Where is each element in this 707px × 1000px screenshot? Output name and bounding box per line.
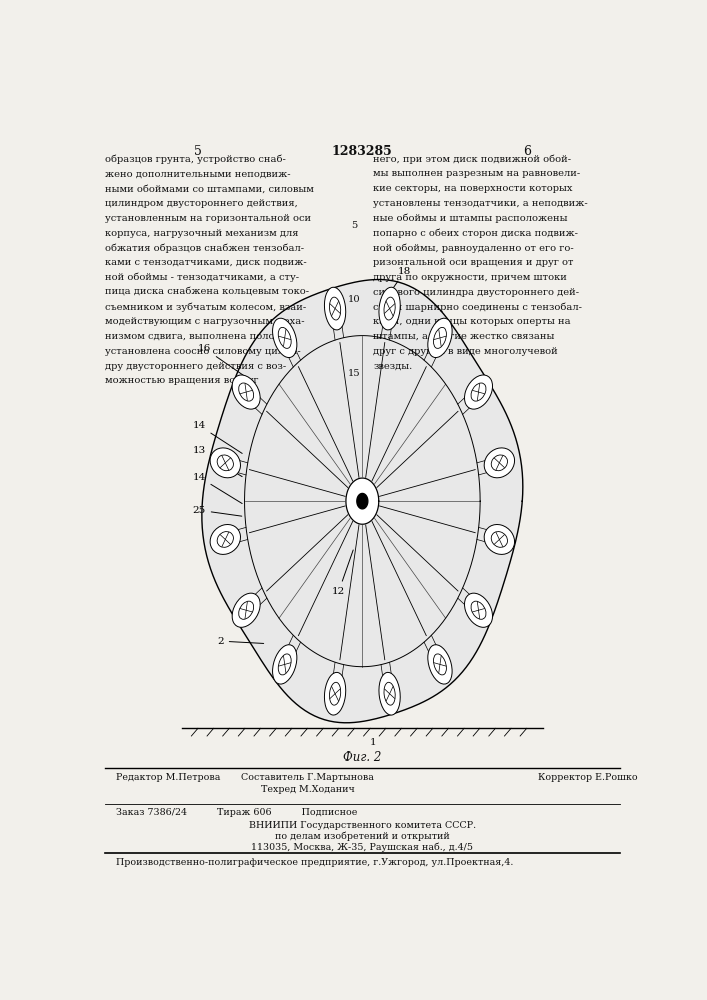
Text: штампы, а другие жестко связаны: штампы, а другие жестко связаны [373, 332, 555, 341]
Ellipse shape [239, 601, 254, 619]
Text: Редактор М.Петрова: Редактор М.Петрова [116, 773, 220, 782]
Text: звезды.: звезды. [373, 362, 413, 371]
Ellipse shape [210, 525, 240, 554]
Ellipse shape [428, 318, 452, 358]
Text: силового цилиндра двустороннего дей-: силового цилиндра двустороннего дей- [373, 288, 580, 297]
Text: попарно с обеих сторон диска подвиж-: попарно с обеих сторон диска подвиж- [373, 229, 578, 238]
Text: 5: 5 [194, 145, 202, 158]
Text: 15: 15 [348, 369, 361, 378]
Text: 13: 13 [192, 446, 243, 477]
Text: друг с другом в виде многолучевой: друг с другом в виде многолучевой [373, 347, 558, 356]
Ellipse shape [329, 297, 341, 320]
Text: 14: 14 [192, 421, 243, 453]
Text: Корректор Е.Рошко: Корректор Е.Рошко [538, 773, 637, 782]
Text: Заказ 7386/24          Тираж 606          Подписное: Заказ 7386/24 Тираж 606 Подписное [116, 808, 357, 817]
Text: съемником и зубчатым колесом, взаи-: съемником и зубчатым колесом, взаи- [105, 302, 306, 312]
Text: 18: 18 [386, 267, 411, 299]
Ellipse shape [428, 645, 452, 684]
Ellipse shape [491, 455, 508, 471]
Ellipse shape [273, 645, 297, 684]
Ellipse shape [232, 593, 260, 627]
Text: 12: 12 [332, 550, 354, 596]
Ellipse shape [329, 682, 341, 705]
Text: ками, одни концы которых оперты на: ками, одни концы которых оперты на [373, 317, 571, 326]
Ellipse shape [210, 448, 240, 478]
Polygon shape [202, 280, 523, 723]
Text: кие секторы, на поверхности которых: кие секторы, на поверхности которых [373, 184, 573, 193]
Text: обжатия образцов снабжен тензобал-: обжатия образцов снабжен тензобал- [105, 243, 304, 253]
Ellipse shape [239, 383, 254, 401]
Text: установлена соосно силовому цилин-: установлена соосно силовому цилин- [105, 347, 300, 356]
Ellipse shape [433, 654, 446, 675]
Text: 2: 2 [217, 637, 264, 646]
Polygon shape [346, 478, 379, 524]
Polygon shape [357, 493, 368, 509]
Text: него, при этом диск подвижной обой-: него, при этом диск подвижной обой- [373, 155, 571, 164]
Text: Техред М.Ходанич: Техред М.Ходанич [261, 785, 354, 794]
Ellipse shape [484, 448, 515, 478]
Ellipse shape [279, 327, 291, 348]
Text: по делам изобретений и открытий: по делам изобретений и открытий [275, 831, 450, 841]
Ellipse shape [217, 455, 233, 471]
Text: пица диска снабжена кольцевым токо-: пица диска снабжена кольцевым токо- [105, 288, 309, 297]
Ellipse shape [384, 682, 395, 705]
Ellipse shape [279, 654, 291, 675]
Ellipse shape [471, 601, 486, 619]
Text: дру двустороннего действия с воз-: дру двустороннего действия с воз- [105, 362, 286, 371]
Text: 16: 16 [198, 344, 250, 380]
Ellipse shape [379, 287, 400, 330]
Text: установленным на горизонтальной оси: установленным на горизонтальной оси [105, 214, 311, 223]
Text: ными обоймами со штампами, силовым: ными обоймами со штампами, силовым [105, 184, 314, 193]
Ellipse shape [484, 525, 515, 554]
Ellipse shape [384, 297, 395, 320]
Ellipse shape [232, 375, 260, 409]
Text: 25: 25 [192, 506, 242, 516]
Text: можностью вращения вокруг: можностью вращения вокруг [105, 376, 258, 385]
Text: Составитель Г.Мартынова: Составитель Г.Мартынова [241, 773, 374, 782]
Ellipse shape [464, 375, 493, 409]
Text: Производственно-полиграфическое предприятие, г.Ужгород, ул.Проектная,4.: Производственно-полиграфическое предприя… [116, 858, 513, 867]
Text: ризонтальной оси вращения и друг от: ризонтальной оси вращения и друг от [373, 258, 574, 267]
Text: 10: 10 [348, 295, 361, 304]
Text: ствия шарнирно соединены с тензобал-: ствия шарнирно соединены с тензобал- [373, 302, 583, 312]
Text: 14: 14 [192, 473, 243, 504]
Text: мы выполнен разрезным на равновели-: мы выполнен разрезным на равновели- [373, 169, 580, 178]
Text: 6: 6 [522, 145, 531, 158]
Text: ной обоймы, равноудаленно от его го-: ной обоймы, равноудаленно от его го- [373, 243, 574, 253]
Ellipse shape [325, 287, 346, 330]
Text: корпуса, нагрузочный механизм для: корпуса, нагрузочный механизм для [105, 229, 298, 238]
Text: 5: 5 [351, 221, 357, 230]
Text: низмом сдвига, выполнена полой и: низмом сдвига, выполнена полой и [105, 332, 291, 341]
Ellipse shape [471, 383, 486, 401]
Ellipse shape [491, 532, 508, 547]
Text: 113035, Москва, Ж-35, Раушская наб., д.4/5: 113035, Москва, Ж-35, Раушская наб., д.4… [251, 842, 474, 852]
Text: 1283285: 1283285 [332, 145, 392, 158]
Text: ками с тензодатчиками, диск подвиж-: ками с тензодатчиками, диск подвиж- [105, 258, 307, 267]
Text: цилиндром двустороннего действия,: цилиндром двустороннего действия, [105, 199, 298, 208]
Ellipse shape [273, 318, 297, 358]
Text: Фиг. 2: Фиг. 2 [343, 751, 382, 764]
Text: модействующим с нагрузочным меха-: модействующим с нагрузочным меха- [105, 317, 305, 326]
Text: 1: 1 [370, 738, 377, 747]
Ellipse shape [379, 672, 400, 715]
Ellipse shape [217, 532, 233, 547]
Text: установлены тензодатчики, а неподвиж-: установлены тензодатчики, а неподвиж- [373, 199, 588, 208]
Text: ной обоймы - тензодатчиками, а сту-: ной обоймы - тензодатчиками, а сту- [105, 273, 299, 282]
Ellipse shape [325, 672, 346, 715]
Ellipse shape [433, 327, 446, 348]
Text: ВНИИПИ Государственного комитета СССР.: ВНИИПИ Государственного комитета СССР. [249, 821, 476, 830]
Ellipse shape [464, 593, 493, 627]
Text: друга по окружности, причем штоки: друга по окружности, причем штоки [373, 273, 567, 282]
Text: образцов грунта, устройство снаб-: образцов грунта, устройство снаб- [105, 155, 286, 164]
Text: ные обоймы и штампы расположены: ные обоймы и штампы расположены [373, 214, 568, 223]
Text: жено дополнительными неподвиж-: жено дополнительными неподвиж- [105, 169, 291, 178]
